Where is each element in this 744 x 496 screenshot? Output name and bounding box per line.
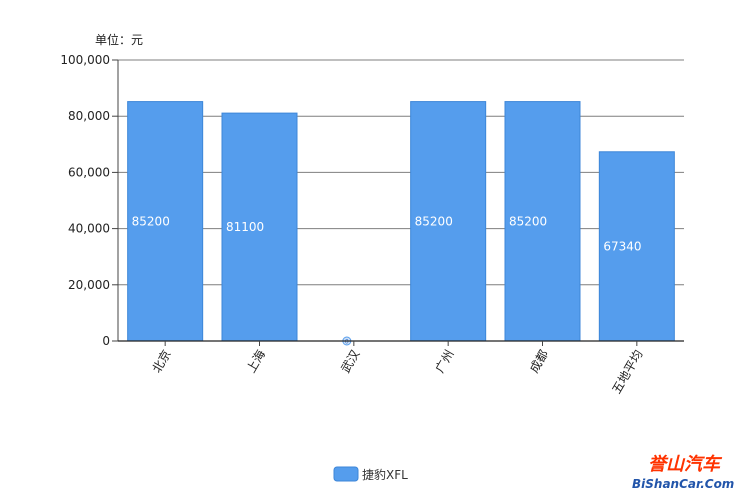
- x-category-label: 成都: [527, 348, 551, 376]
- bar[interactable]: [598, 151, 675, 342]
- bars: 85200 81100 0 85200 85200 67340: [127, 101, 675, 346]
- x-category-label: 北京: [150, 348, 174, 376]
- y-tick-label: 40,000: [68, 222, 110, 236]
- watermark-logo: 誉山汽车 BiShanCar.Com: [632, 454, 734, 491]
- bar-value-label: 0: [345, 339, 349, 346]
- bar-value-label: 85200: [415, 214, 453, 228]
- legend-swatch[interactable]: [333, 466, 359, 482]
- y-tick-label: 60,000: [68, 165, 110, 179]
- y-tick-label: 20,000: [68, 278, 110, 292]
- y-axis-ticks: 0 20,000 40,000 60,000 80,000 100,000: [60, 53, 118, 348]
- bar[interactable]: [221, 112, 298, 342]
- x-category-label: 上海: [243, 347, 268, 375]
- x-category-label: 五地平均: [609, 348, 645, 397]
- y-axis-unit-label: 单位：元: [95, 32, 143, 47]
- y-tick-label: 80,000: [68, 109, 110, 123]
- bar-value-label: 85200: [509, 214, 547, 228]
- watermark-en: BiShanCar.Com: [632, 477, 734, 491]
- bar[interactable]: [410, 101, 487, 342]
- bar-value-label: 85200: [132, 214, 170, 228]
- y-tick-label: 100,000: [60, 53, 110, 67]
- watermark-cn: 誉山汽车: [648, 454, 723, 475]
- axes: [117, 60, 684, 342]
- bar[interactable]: [127, 101, 204, 342]
- legend[interactable]: 捷豹XFL: [333, 466, 408, 482]
- x-axis-categories: 北京 上海 武汉 广州 成都 五地平均: [150, 341, 645, 397]
- y-tick-label: 0: [102, 334, 110, 348]
- legend-label[interactable]: 捷豹XFL: [362, 467, 408, 482]
- gridlines: [118, 59, 684, 286]
- x-category-label: 广州: [433, 348, 457, 376]
- bar-value-label: 81100: [226, 220, 264, 234]
- bar-value-label: 67340: [603, 239, 641, 253]
- bar[interactable]: [504, 101, 581, 342]
- x-category-label: 武汉: [338, 348, 362, 376]
